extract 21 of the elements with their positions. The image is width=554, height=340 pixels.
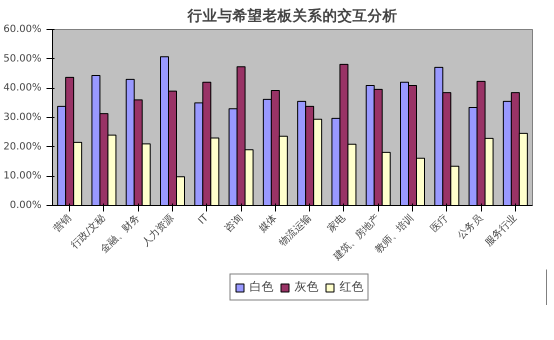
x-tick-label: 物流运输 (276, 212, 314, 249)
y-tick-label: 50.00% (3, 53, 42, 64)
y-tick-label: 0.00% (10, 200, 42, 211)
x-tick-label: 医疗 (428, 212, 451, 235)
x-tick-label: 人力资源 (140, 212, 176, 249)
x-tick-label: 咨询 (222, 212, 245, 235)
legend-label: 红色 (340, 278, 364, 296)
chart-title: 行业与希望老板关系的交互分析 (186, 6, 398, 24)
x-tick-label: 公务员 (455, 212, 485, 242)
y-tick-label: 40.00% (3, 82, 42, 94)
y-tick-label: 60.00% (3, 24, 42, 35)
y-tick-label: 10.00% (3, 170, 42, 182)
y-tick-label: 20.00% (3, 141, 42, 152)
x-tick-label: 营销 (50, 212, 74, 235)
y-tick-label: 30.00% (3, 112, 42, 123)
x-tick-label: 媒体 (256, 212, 280, 235)
x-tick-label: 服务行业 (482, 212, 520, 249)
x-tick-label: 家电 (325, 212, 348, 235)
legend-label: 灰色 (294, 278, 318, 296)
x-tick-label: IT (196, 212, 212, 227)
legend-label: 白色 (250, 278, 274, 296)
